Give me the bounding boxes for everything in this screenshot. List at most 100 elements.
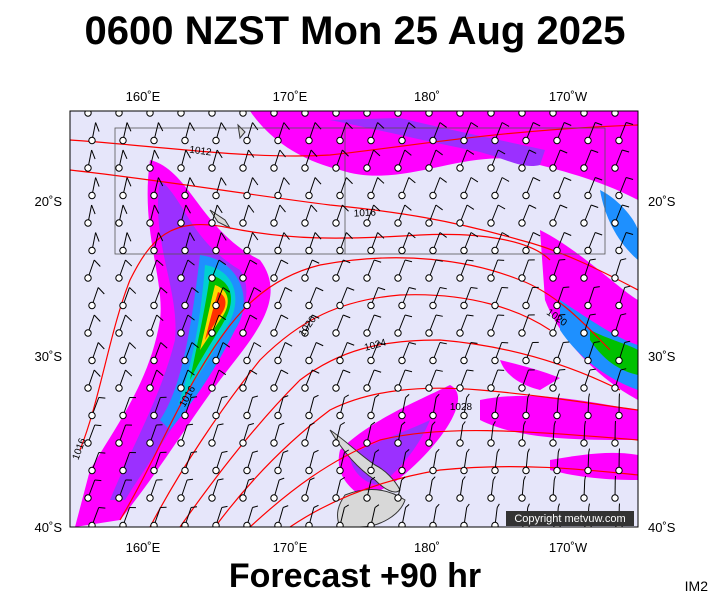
barb-staff <box>311 95 317 102</box>
barb-staff <box>497 149 506 155</box>
barb-station <box>181 356 189 365</box>
barb-staff <box>185 149 191 159</box>
barb-staff <box>310 204 318 213</box>
barb-staff <box>435 448 440 453</box>
lon-label: 180˚ <box>414 89 440 104</box>
barb-staff <box>280 259 289 265</box>
barb-station <box>456 164 464 172</box>
barb-station <box>518 439 526 447</box>
barb-staff <box>595 232 603 236</box>
barb-station <box>181 246 189 255</box>
barb-staff <box>191 451 198 453</box>
barb-station <box>115 384 123 392</box>
barb-station <box>88 136 96 145</box>
barb-station <box>363 494 371 502</box>
barb-staff <box>370 421 376 426</box>
barb-staff <box>248 204 255 213</box>
lat-label: 40˚S <box>648 520 676 535</box>
barb-station <box>549 439 557 447</box>
barb-staff <box>431 421 436 426</box>
barb-staff <box>651 313 656 315</box>
barb-staff <box>279 149 286 158</box>
barb-station <box>367 191 375 200</box>
barb-staff <box>129 287 137 294</box>
barb-station <box>549 219 557 227</box>
barb-staff <box>404 204 412 211</box>
barb-station <box>647 412 653 418</box>
barb-station <box>146 494 154 502</box>
barb-station <box>580 329 588 337</box>
barb-staff <box>492 421 496 426</box>
barb-staff <box>218 259 227 266</box>
barb-station <box>181 301 189 310</box>
barb-staff <box>377 232 385 239</box>
barb-station <box>398 246 406 255</box>
barb-staff <box>439 122 447 128</box>
barb-station <box>305 136 313 145</box>
barb-staff <box>439 177 447 183</box>
barb-station <box>146 329 154 337</box>
barb-staff <box>560 204 568 209</box>
barb-station <box>491 191 499 200</box>
map-frame <box>69 110 639 528</box>
barb-staff <box>311 369 320 374</box>
barb-staff <box>378 342 386 346</box>
barb-staff <box>340 422 345 426</box>
barb-station <box>208 439 216 447</box>
barb-station <box>487 494 495 502</box>
barb-staff <box>248 423 255 426</box>
barb-staff <box>279 422 285 426</box>
barb-station <box>643 330 649 336</box>
barb-staff <box>625 122 634 126</box>
barb-station <box>522 246 530 255</box>
barb-staff <box>220 122 227 131</box>
barb-staff <box>490 111 493 114</box>
barb-station <box>270 274 278 282</box>
barb-staff <box>97 342 105 350</box>
barb-station <box>115 494 123 502</box>
barb-station <box>456 111 464 117</box>
isobar-label: 1028 <box>450 402 473 413</box>
barb-station <box>305 301 313 310</box>
lon-label: 180˚ <box>414 540 440 555</box>
barb-station <box>611 274 619 282</box>
barb-staff <box>653 150 660 152</box>
barb-staff <box>466 314 474 317</box>
barb-station <box>518 494 526 502</box>
barb-staff <box>98 452 106 454</box>
isobar-label: 1012 <box>189 145 213 159</box>
barb-station <box>177 439 185 447</box>
barb-station <box>84 219 92 227</box>
barb-station <box>491 521 499 527</box>
barb-station <box>549 329 557 337</box>
lat-label: 30˚S <box>35 349 63 364</box>
barb-staff <box>98 397 106 399</box>
barb-staff <box>528 204 537 209</box>
barb-staff <box>248 149 255 158</box>
barb-staff <box>191 396 198 398</box>
barb-staff <box>532 232 541 237</box>
barb-station <box>429 356 437 365</box>
barb-staff <box>315 342 324 347</box>
barb-staff <box>470 177 479 183</box>
barb-staff <box>466 503 470 508</box>
barb-station <box>643 385 649 391</box>
barb-station <box>643 275 649 281</box>
barb-staff <box>521 111 524 114</box>
barb-station <box>274 411 282 420</box>
barb-station <box>336 191 344 200</box>
barb-station <box>301 111 309 117</box>
barb-staff <box>217 95 222 103</box>
barb-staff <box>431 476 436 481</box>
barb-staff <box>220 177 227 186</box>
barb-staff <box>125 259 133 267</box>
isobar-label: 1016 <box>353 207 376 219</box>
barb-staff <box>532 177 541 182</box>
barb-station <box>460 356 468 365</box>
barb-staff <box>405 449 410 453</box>
barb-station <box>456 494 464 502</box>
barb-staff <box>373 149 381 157</box>
barb-station <box>363 329 371 337</box>
barb-staff <box>657 233 664 235</box>
